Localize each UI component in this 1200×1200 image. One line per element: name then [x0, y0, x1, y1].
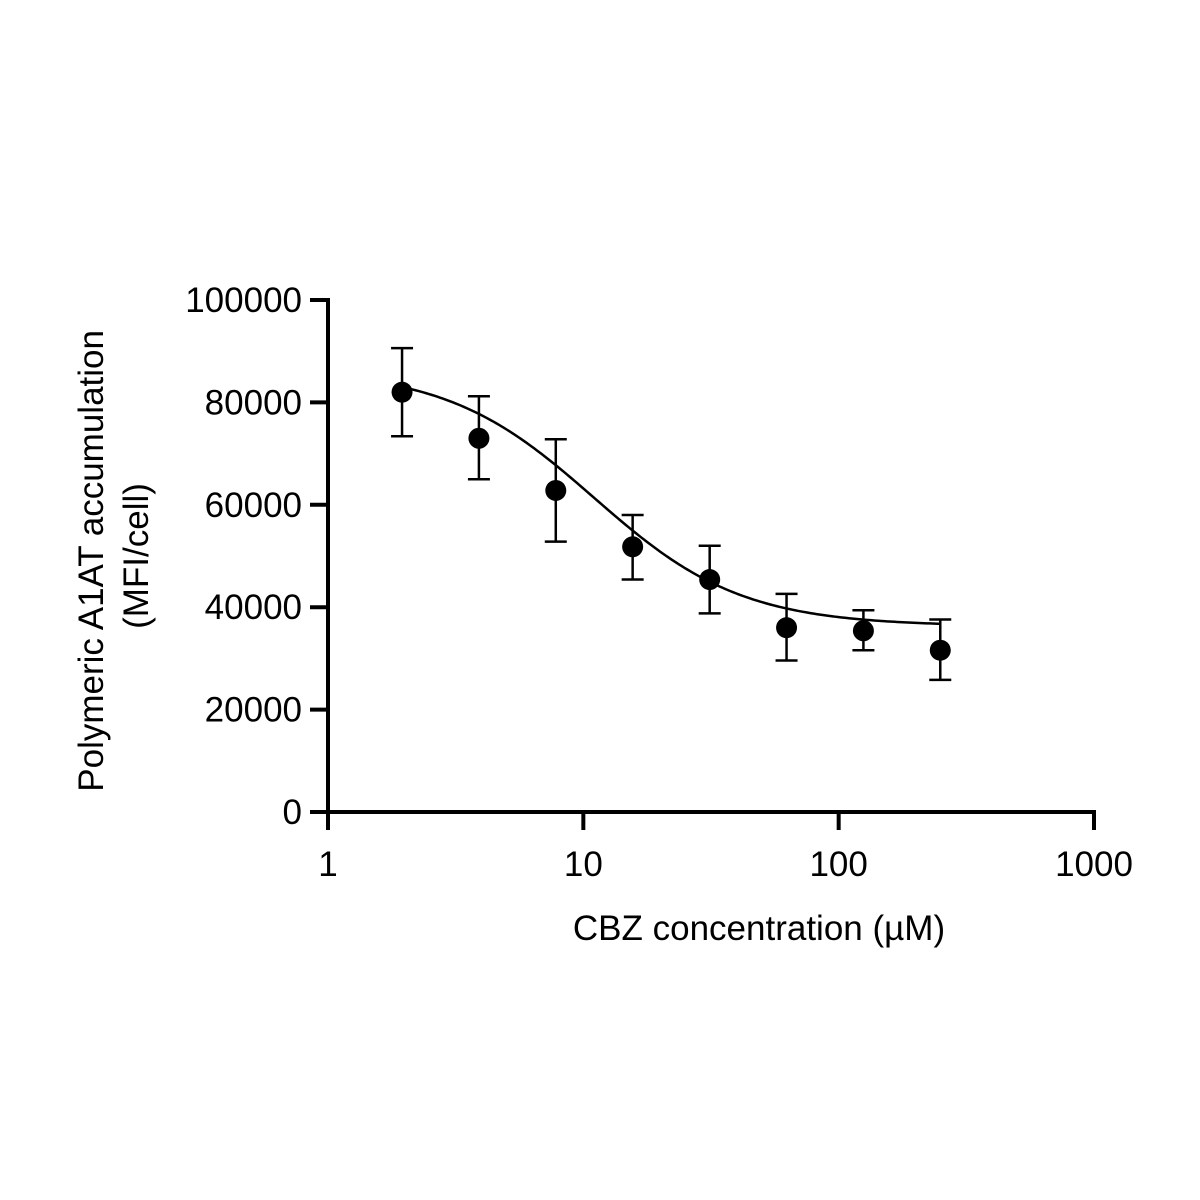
data-point [852, 620, 874, 642]
data-point [699, 569, 721, 591]
y-tick-label: 20000 [205, 691, 302, 730]
data-point [468, 427, 490, 449]
y-axis-title-line-2: (MFI/cell) [117, 483, 156, 629]
data-point [391, 381, 413, 403]
data-point [776, 617, 798, 639]
y-ticks: 0 20000 40000 60000 80000 100000 [185, 281, 328, 832]
data-point [929, 639, 951, 661]
x-tick-label: 1 [318, 845, 337, 884]
y-tick-label: 100000 [185, 281, 302, 320]
y-tick-label: 80000 [205, 383, 302, 422]
fit-curve [401, 385, 941, 626]
axes [326, 298, 1096, 814]
data-points [391, 381, 951, 661]
fit-curve-layer [401, 385, 941, 626]
x-ticks: 1 10 100 1000 [318, 812, 1133, 884]
y-tick-label: 40000 [205, 588, 302, 627]
x-axis-title: CBZ concentration (µM) [573, 909, 945, 948]
x-tick-label: 1000 [1055, 845, 1133, 884]
y-axis-title: Polymeric A1AT accumulation (MFI/cell) [72, 320, 156, 791]
y-axis-title-line-1: Polymeric A1AT accumulation [72, 330, 111, 792]
x-tick-label: 10 [564, 845, 603, 884]
y-tick-label: 60000 [205, 486, 302, 525]
data-point [622, 536, 644, 558]
data-point [545, 479, 567, 501]
y-tick-label: 0 [283, 793, 302, 832]
x-tick-label: 100 [809, 845, 867, 884]
